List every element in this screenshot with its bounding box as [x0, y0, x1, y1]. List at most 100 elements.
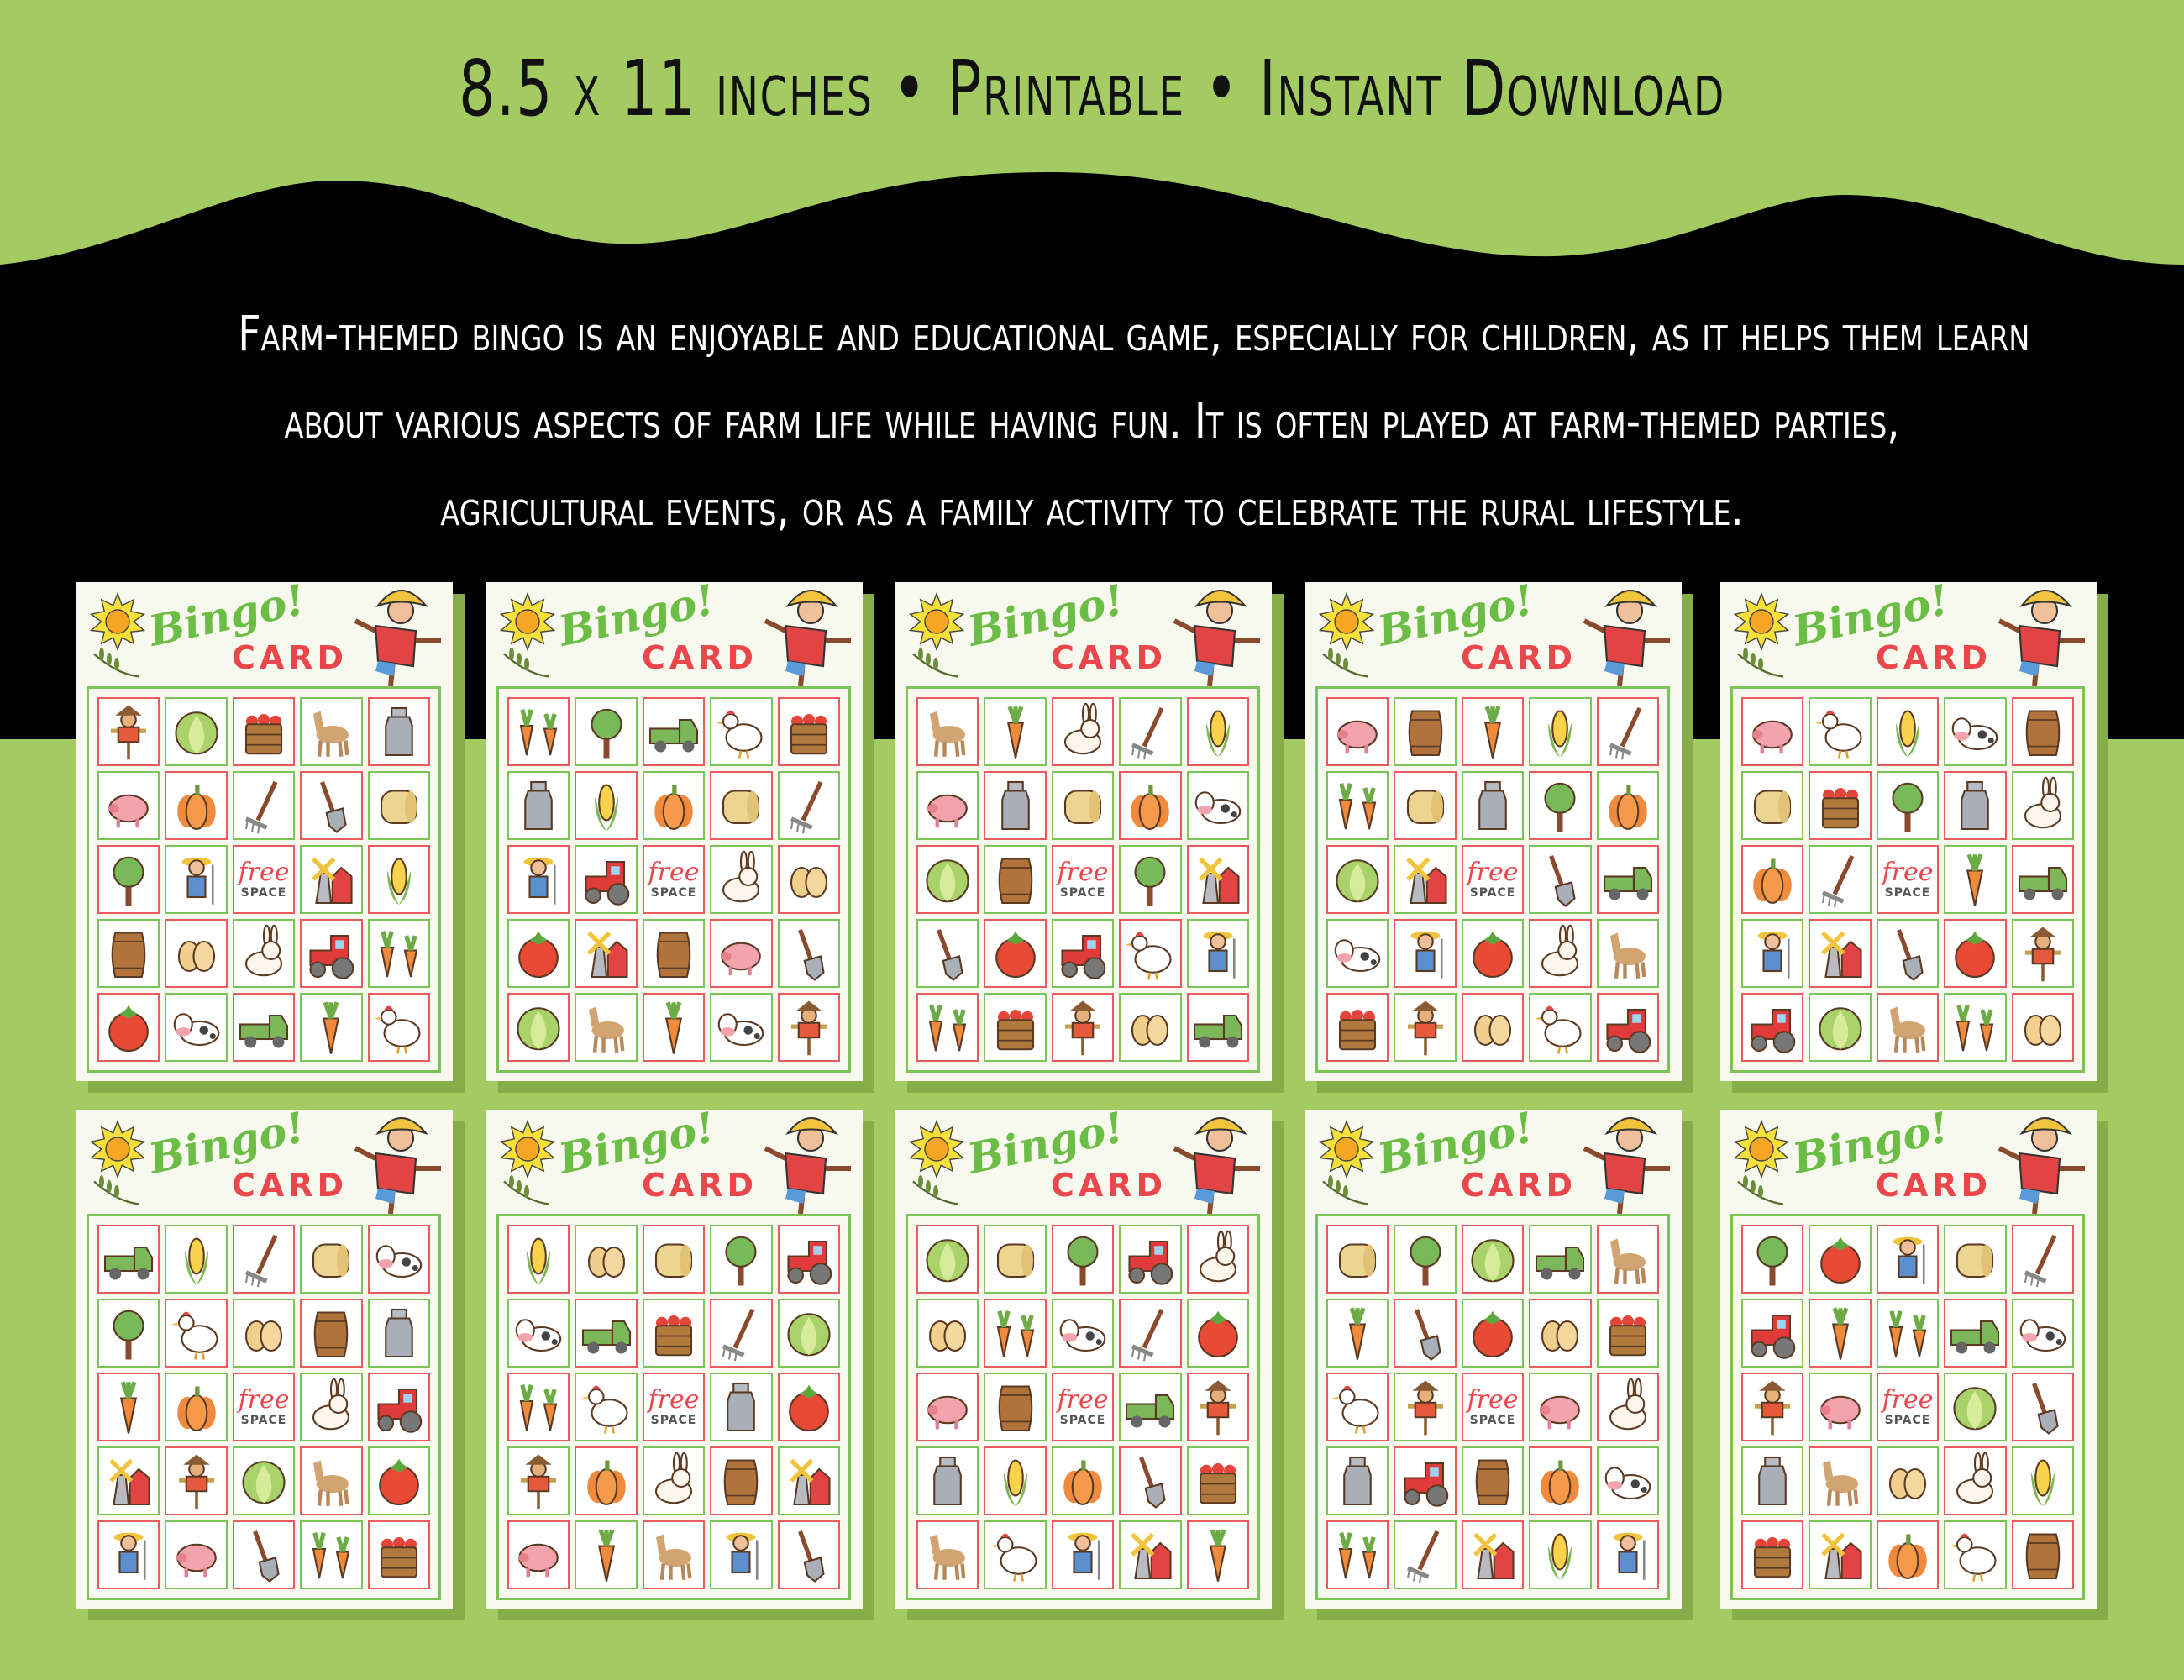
- pumpkin-icon: [1063, 1460, 1102, 1506]
- bingo-cell-free: free SPACE: [232, 845, 296, 914]
- scarecrow-icon: [1200, 1380, 1236, 1436]
- bingo-cell-carrots: [1326, 1520, 1389, 1589]
- hay-icon: [996, 1243, 1034, 1278]
- bingo-cell-milk-can: [1741, 1446, 1804, 1515]
- bingo-cell-cabbage: [1944, 1373, 2007, 1441]
- rabbit-icon: [1609, 1378, 1646, 1431]
- pig-icon: [721, 942, 762, 976]
- bingo-cell-hay: [1394, 771, 1457, 840]
- card-header: Bingo! CARD: [486, 1102, 863, 1214]
- bingo-cell-corn: [165, 1225, 228, 1294]
- bingo-cell-pig: [710, 919, 773, 988]
- bingo-cell-shovel: [1119, 1446, 1182, 1515]
- bingo-cell-pig: [916, 1373, 979, 1441]
- hay-icon: [1956, 1243, 1994, 1278]
- truck-icon: [239, 1014, 289, 1048]
- bingo-cell-cow: [1596, 1446, 1659, 1515]
- bingo-cell-milk-can: [367, 697, 430, 766]
- bingo-cell-rabbit: [1051, 697, 1115, 766]
- cow-icon: [375, 1245, 423, 1278]
- tomato-icon: [1473, 1310, 1513, 1358]
- scarecrow-icon: [1173, 1117, 1260, 1214]
- space-label: SPACE: [1884, 886, 1931, 900]
- bingo-card: Bingo! CARD free SPACE: [486, 575, 863, 1081]
- corn-icon: [1003, 1459, 1027, 1506]
- bingo-cell-tree: [1051, 1225, 1115, 1294]
- bingo-cell-barn: [97, 1446, 160, 1515]
- space-label: SPACE: [240, 1414, 287, 1427]
- bingo-card: Bingo! CARD free SPACE: [1720, 1102, 2097, 1609]
- scarecrow-icon: [1998, 1117, 2085, 1214]
- bingo-cell-carrots: [300, 1520, 363, 1589]
- bingo-cell-truck: [1596, 845, 1659, 914]
- bingo-cell-pumpkin: [642, 771, 706, 840]
- truck-icon: [104, 1246, 154, 1280]
- card-title: CARD: [1461, 639, 1578, 676]
- bingo-cell-truck: [575, 1299, 638, 1368]
- eggs-icon: [2024, 1014, 2061, 1047]
- chicken-icon: [1332, 1385, 1379, 1434]
- leaf-sprig-icon: [93, 1175, 140, 1205]
- eggs-icon: [244, 1320, 283, 1352]
- bingo-cell-eggs: [916, 1299, 979, 1368]
- carrot-icon: [1831, 1307, 1849, 1360]
- scarecrow-icon: [1407, 1380, 1443, 1436]
- eggs-icon: [929, 1320, 967, 1352]
- leaf-sprig-icon: [912, 648, 959, 678]
- eggs-icon: [1131, 1014, 1169, 1047]
- bingo-cell-milk-can: [1944, 771, 2007, 840]
- rake-icon: [1131, 1308, 1164, 1362]
- bingo-cell-barrel: [300, 1299, 363, 1368]
- rake-icon: [244, 780, 278, 834]
- horse-icon: [1609, 1238, 1646, 1284]
- corn-icon: [1548, 710, 1572, 757]
- bingo-cell-farmer: [1186, 919, 1249, 988]
- bingo-cell-tractor: [777, 1225, 840, 1294]
- bingo-grid: free SPACE: [496, 1214, 851, 1600]
- carrots-icon: [1338, 783, 1377, 830]
- basket-icon: [380, 1537, 417, 1578]
- bingo-cell-milk-can: [367, 1299, 430, 1368]
- bingo-grid: free SPACE: [906, 686, 1260, 1073]
- bingo-cell-shovel: [232, 1520, 296, 1589]
- bingo-cell-shovel: [777, 1520, 840, 1589]
- rabbit-icon: [2024, 776, 2061, 829]
- horse-icon: [930, 1534, 966, 1580]
- free-label: free: [238, 1385, 290, 1415]
- bingo-cell-tree: [1119, 845, 1182, 914]
- bingo-cell-rabbit: [232, 919, 296, 988]
- corn-icon: [1548, 1533, 1572, 1580]
- bingo-cell-cow: [165, 993, 228, 1062]
- corn-icon: [184, 1237, 208, 1284]
- pumpkin-icon: [176, 1386, 216, 1432]
- bingo-cell-pig: [1529, 1373, 1592, 1441]
- pig-icon: [927, 794, 968, 828]
- eggs-icon: [790, 866, 827, 899]
- tomato-icon: [518, 931, 559, 979]
- bingo-cell-chicken: [1944, 1520, 2007, 1589]
- card-title: CARD: [232, 639, 349, 676]
- bingo-cell-free: free SPACE: [1051, 845, 1115, 914]
- basket-icon: [790, 714, 827, 755]
- tractor-icon: [1128, 1240, 1173, 1285]
- chicken-icon: [1814, 710, 1862, 759]
- bingo-cell-corn: [1186, 697, 1249, 766]
- bingo-cell-rabbit: [642, 1446, 706, 1515]
- bingo-cell-hay: [300, 1225, 363, 1294]
- tomato-icon: [1473, 931, 1513, 979]
- pig-icon: [1819, 1395, 1861, 1430]
- carrot-icon: [1483, 706, 1502, 759]
- bingo-card: Bingo! CARD free SPACE: [76, 575, 453, 1081]
- bingo-cell-chicken: [575, 1373, 638, 1441]
- leaf-sprig-icon: [1322, 648, 1369, 678]
- tractor-icon: [1606, 1008, 1651, 1053]
- bingo-cell-rabbit: [1596, 1373, 1659, 1441]
- bingo-cell-rabbit: [2011, 771, 2074, 840]
- bingo-cell-cow: [1051, 1299, 1115, 1368]
- bingo-cell-tomato: [97, 993, 160, 1062]
- bingo-cell-pig: [916, 771, 979, 840]
- scarecrow-icon: [1583, 590, 1670, 686]
- bingo-cell-pumpkin: [1119, 771, 1182, 840]
- bingo-cell-tree: [1741, 1225, 1804, 1294]
- bingo-cell-carrots: [1876, 1299, 1940, 1368]
